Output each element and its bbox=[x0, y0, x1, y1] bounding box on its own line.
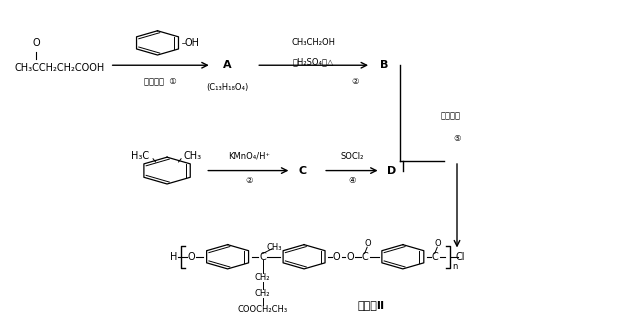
Text: ②: ② bbox=[351, 77, 359, 86]
Text: C: C bbox=[259, 252, 266, 262]
Text: (C₁₃H₁₈O₄): (C₁₃H₁₈O₄) bbox=[207, 83, 249, 92]
Text: CH₂: CH₂ bbox=[255, 273, 271, 282]
Text: H₃C: H₃C bbox=[131, 151, 149, 161]
Text: O: O bbox=[435, 240, 441, 249]
Text: O: O bbox=[332, 252, 340, 262]
Text: ②: ② bbox=[245, 176, 252, 185]
Text: ⑤: ⑤ bbox=[453, 134, 461, 143]
Text: 一定条件  ①: 一定条件 ① bbox=[144, 77, 177, 86]
Text: O: O bbox=[364, 240, 371, 249]
Text: SOCl₂: SOCl₂ bbox=[340, 152, 364, 161]
Text: O: O bbox=[188, 252, 195, 262]
Text: C: C bbox=[431, 252, 438, 262]
Text: CH₃CCH₂CH₂COOH: CH₃CCH₂CH₂COOH bbox=[14, 63, 104, 73]
Text: 浓H₂SO₄，△: 浓H₂SO₄，△ bbox=[293, 58, 334, 67]
Text: O: O bbox=[346, 252, 354, 262]
Text: H: H bbox=[170, 252, 177, 262]
Text: O: O bbox=[33, 38, 40, 48]
Text: D: D bbox=[387, 166, 397, 175]
Text: CH₃: CH₃ bbox=[266, 243, 282, 252]
Text: COOCH₂CH₃: COOCH₂CH₃ bbox=[237, 305, 288, 314]
Text: C: C bbox=[298, 166, 306, 175]
Text: CH₂: CH₂ bbox=[255, 289, 271, 298]
Text: OH: OH bbox=[184, 38, 199, 48]
Text: B: B bbox=[380, 60, 388, 70]
Text: KMnO₄/H⁺: KMnO₄/H⁺ bbox=[228, 152, 269, 161]
Text: A: A bbox=[223, 60, 232, 70]
Text: Cl: Cl bbox=[456, 252, 465, 262]
Text: C: C bbox=[361, 252, 368, 262]
Text: ④: ④ bbox=[348, 176, 356, 185]
Text: 一定条件: 一定条件 bbox=[441, 112, 461, 121]
Text: n: n bbox=[452, 262, 458, 271]
Text: CH₃: CH₃ bbox=[184, 151, 202, 161]
Text: CH₃CH₂OH: CH₃CH₂OH bbox=[292, 38, 335, 47]
Text: 聚芳酯Ⅱ: 聚芳酯Ⅱ bbox=[357, 300, 385, 310]
